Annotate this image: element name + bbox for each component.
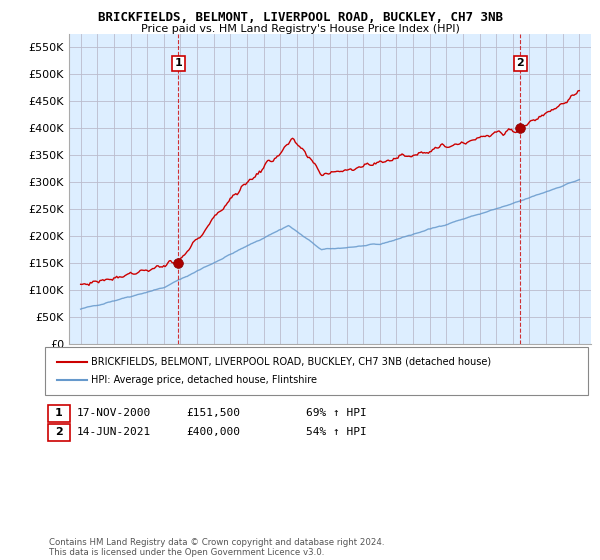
Text: 69% ↑ HPI: 69% ↑ HPI (306, 408, 367, 418)
Text: 17-NOV-2000: 17-NOV-2000 (77, 408, 151, 418)
Text: BRICKFIELDS, BELMONT, LIVERPOOL ROAD, BUCKLEY, CH7 3NB (detached house): BRICKFIELDS, BELMONT, LIVERPOOL ROAD, BU… (91, 357, 491, 367)
Text: £400,000: £400,000 (186, 427, 240, 437)
Text: 2: 2 (517, 58, 524, 68)
Text: 1: 1 (55, 408, 62, 418)
Text: Contains HM Land Registry data © Crown copyright and database right 2024.
This d: Contains HM Land Registry data © Crown c… (49, 538, 385, 557)
Text: BRICKFIELDS, BELMONT, LIVERPOOL ROAD, BUCKLEY, CH7 3NB: BRICKFIELDS, BELMONT, LIVERPOOL ROAD, BU… (97, 11, 503, 24)
Text: 1: 1 (175, 58, 182, 68)
Text: 14-JUN-2021: 14-JUN-2021 (77, 427, 151, 437)
Text: Price paid vs. HM Land Registry's House Price Index (HPI): Price paid vs. HM Land Registry's House … (140, 24, 460, 34)
Text: 2: 2 (55, 427, 62, 437)
Text: 54% ↑ HPI: 54% ↑ HPI (306, 427, 367, 437)
Text: £151,500: £151,500 (186, 408, 240, 418)
Text: HPI: Average price, detached house, Flintshire: HPI: Average price, detached house, Flin… (91, 375, 317, 385)
